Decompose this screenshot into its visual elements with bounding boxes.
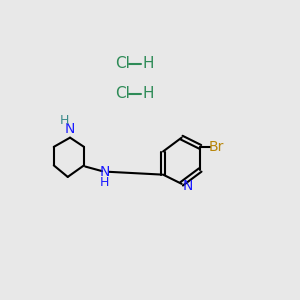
- Text: H: H: [60, 114, 69, 127]
- Text: H: H: [142, 86, 154, 101]
- Text: Cl: Cl: [115, 56, 130, 71]
- Text: H: H: [100, 176, 110, 189]
- Text: N: N: [100, 165, 110, 179]
- Text: H: H: [142, 56, 154, 71]
- Text: N: N: [182, 179, 193, 193]
- Text: N: N: [65, 122, 75, 136]
- Text: Br: Br: [209, 140, 224, 154]
- Text: Cl: Cl: [115, 86, 130, 101]
